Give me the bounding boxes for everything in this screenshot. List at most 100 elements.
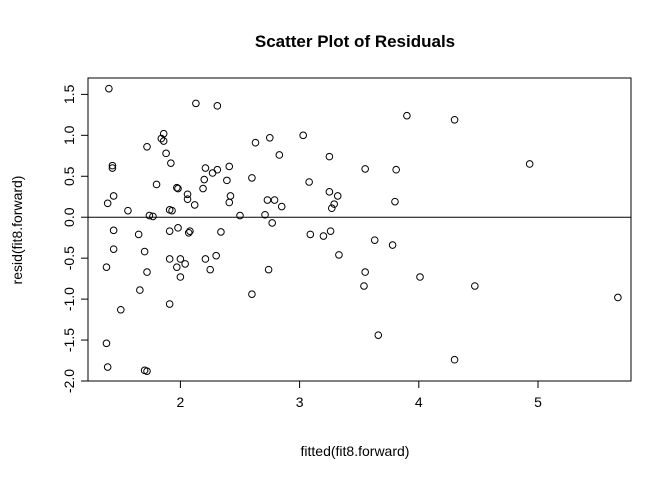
data-point bbox=[143, 268, 151, 276]
data-point bbox=[270, 196, 279, 204]
data-point bbox=[199, 184, 207, 193]
data-point bbox=[217, 228, 225, 236]
data-point bbox=[201, 164, 210, 172]
data-point bbox=[174, 184, 182, 193]
data-point bbox=[403, 111, 411, 120]
data-point bbox=[108, 161, 117, 170]
data-point bbox=[145, 211, 154, 220]
data-point bbox=[124, 206, 132, 215]
data-point bbox=[212, 251, 220, 260]
data-point bbox=[102, 339, 111, 348]
data-point bbox=[370, 236, 379, 244]
data-point bbox=[330, 200, 338, 208]
data-point bbox=[103, 199, 112, 208]
data-point bbox=[192, 99, 200, 108]
data-point bbox=[152, 180, 161, 189]
plot-frame bbox=[87, 77, 632, 382]
data-point bbox=[200, 175, 209, 184]
data-point bbox=[360, 282, 368, 290]
data-point bbox=[225, 162, 234, 171]
data-point bbox=[213, 102, 222, 110]
data-point bbox=[392, 165, 400, 174]
data-point bbox=[181, 260, 189, 268]
y-tick-label: -1.5 bbox=[61, 328, 77, 352]
data-point bbox=[109, 192, 118, 200]
data-point bbox=[326, 227, 335, 235]
data-point bbox=[159, 137, 168, 145]
data-point bbox=[450, 115, 459, 124]
data-point bbox=[162, 149, 170, 158]
y-tick-label: 0.5 bbox=[61, 166, 77, 186]
data-point bbox=[213, 165, 222, 174]
data-point bbox=[134, 230, 143, 239]
data-point bbox=[186, 227, 194, 235]
data-point bbox=[143, 367, 151, 375]
data-point bbox=[275, 151, 284, 159]
x-tick-label: 3 bbox=[296, 394, 304, 410]
y-tick-label: -0.5 bbox=[61, 246, 77, 270]
y-axis: -2.0 -1.5 -1.0 -0.5 0.0 0.5 1.0 1.5 bbox=[61, 84, 89, 393]
data-point bbox=[327, 204, 336, 213]
y-tick-label: 0.0 bbox=[61, 207, 77, 227]
data-point bbox=[251, 138, 260, 147]
data-point bbox=[174, 224, 182, 232]
data-point bbox=[319, 232, 328, 240]
data-point bbox=[388, 241, 397, 249]
data-point bbox=[248, 290, 256, 298]
data-point bbox=[208, 169, 217, 177]
data-point bbox=[105, 84, 113, 93]
data-point bbox=[173, 263, 181, 271]
data-point bbox=[236, 211, 244, 220]
data-point bbox=[416, 273, 424, 281]
data-point bbox=[102, 263, 111, 271]
data-point bbox=[335, 251, 343, 259]
x-tick-label: 4 bbox=[415, 394, 423, 410]
data-point bbox=[165, 255, 174, 263]
data-point bbox=[325, 152, 334, 161]
data-point bbox=[136, 286, 144, 294]
data-point bbox=[149, 212, 157, 221]
data-point bbox=[333, 192, 342, 200]
data-point bbox=[176, 273, 185, 281]
data-point bbox=[206, 265, 214, 274]
data-point bbox=[277, 202, 286, 211]
data-point bbox=[306, 230, 315, 239]
y-tick-label: 1.0 bbox=[61, 125, 77, 145]
data-point bbox=[299, 131, 307, 140]
x-axis: 2 3 4 5 bbox=[176, 380, 542, 410]
data-point bbox=[264, 265, 273, 274]
data-point bbox=[201, 255, 210, 263]
data-point bbox=[450, 355, 459, 364]
data-point bbox=[361, 268, 369, 276]
data-point bbox=[263, 196, 272, 204]
data-point bbox=[223, 176, 231, 185]
data-point bbox=[305, 178, 313, 186]
data-point bbox=[325, 188, 334, 196]
data-point bbox=[103, 363, 112, 371]
data-point bbox=[374, 331, 383, 339]
data-point bbox=[165, 227, 174, 235]
data-point bbox=[361, 165, 369, 173]
data-point bbox=[165, 300, 174, 308]
data-point bbox=[173, 183, 181, 192]
data-point bbox=[109, 245, 118, 253]
data-point bbox=[168, 206, 176, 215]
data-point bbox=[109, 226, 118, 235]
data-point bbox=[183, 195, 192, 203]
x-axis-label: fitted(fit8.forward) bbox=[301, 443, 410, 459]
y-tick-label: -2.0 bbox=[61, 369, 77, 393]
data-point bbox=[140, 247, 149, 256]
data-point bbox=[183, 190, 192, 199]
data-point bbox=[261, 210, 269, 219]
data-point bbox=[268, 219, 276, 227]
data-points bbox=[102, 84, 622, 375]
x-tick-label: 2 bbox=[176, 394, 184, 410]
data-point bbox=[143, 142, 151, 151]
data-point bbox=[116, 305, 125, 314]
data-point bbox=[157, 134, 166, 143]
data-point bbox=[391, 197, 399, 206]
data-point bbox=[167, 159, 175, 167]
y-axis-label: resid(fit8.forward) bbox=[9, 176, 25, 285]
chart-title: Scatter Plot of Residuals bbox=[255, 32, 455, 51]
